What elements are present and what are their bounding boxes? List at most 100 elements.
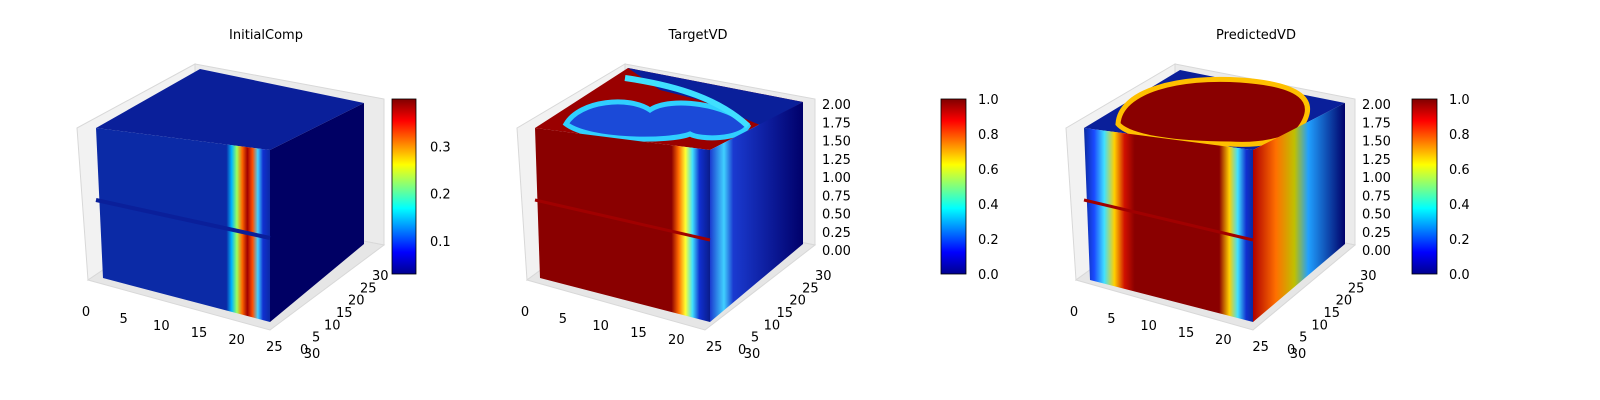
z-tick-label: 1.25 xyxy=(1362,153,1391,168)
z-tick-label: 0.00 xyxy=(822,244,851,259)
voxel-seam xyxy=(95,198,271,240)
voxel-cube xyxy=(534,68,803,322)
colorbar-tick-labels: 0.1 0.2 0.3 xyxy=(430,140,451,250)
z-tick-labels: 0.00 0.25 0.50 0.75 1.00 1.25 1.50 1.75 2.00 xyxy=(822,98,851,259)
colorbar-tick-label: 0.2 xyxy=(430,188,451,203)
voxel-seam xyxy=(1083,198,1254,242)
x-tick-label: 0 xyxy=(82,305,90,320)
x-tick-label: 0 xyxy=(1070,305,1078,320)
voxel-seam xyxy=(534,198,711,242)
z-tick-label: 0.25 xyxy=(1362,226,1391,241)
y-tick-label: 30 xyxy=(372,269,389,284)
z-tick-label: 0.50 xyxy=(1362,208,1391,223)
x-tick-label: 25 xyxy=(706,340,723,355)
voxel-top-arc xyxy=(624,75,751,129)
colorbar-tick-label: 0.2 xyxy=(978,233,999,248)
x-tick-label: 30 xyxy=(744,347,761,362)
y-tick-label: 30 xyxy=(1360,269,1377,284)
x-tick-label: 15 xyxy=(191,326,208,341)
chart-title-targetvd: TargetVD xyxy=(667,28,727,43)
y-tick-label: 15 xyxy=(336,306,353,321)
colorbar-targetvd: 0.0 0.2 0.4 0.6 0.8 1.0 xyxy=(940,93,999,283)
colorbar-tick-labels: 0.0 0.2 0.4 0.6 0.8 1.0 xyxy=(978,93,999,283)
y-tick-label: 15 xyxy=(1324,306,1341,321)
z-tick-label: 0.75 xyxy=(1362,189,1391,204)
x-tick-label: 15 xyxy=(630,326,647,341)
colorbar-tick-label: 0.3 xyxy=(430,140,451,155)
colorbar-predictedvd: 0.0 0.2 0.4 0.6 0.8 1.0 xyxy=(1411,93,1470,283)
z-tick-label: 0.00 xyxy=(1362,244,1391,259)
x-tick-label: 10 xyxy=(1140,319,1157,334)
y-tick-label: 15 xyxy=(777,306,794,321)
voxel-cube xyxy=(95,69,364,322)
x-tick-label: 10 xyxy=(153,319,170,334)
colorbar-tick-label: 0.4 xyxy=(978,198,999,213)
y-tick-label: 20 xyxy=(1336,294,1353,309)
voxel-side-face xyxy=(710,102,803,322)
voxel-side-face xyxy=(1253,103,1345,322)
x-tick-label: 20 xyxy=(668,333,685,348)
y-tick-label: 20 xyxy=(789,294,806,309)
x-tick-label: 25 xyxy=(266,340,283,355)
y-tick-label: 5 xyxy=(1299,331,1307,346)
colorbar-initialcomp: 0.1 0.2 0.3 xyxy=(391,98,451,275)
y-tick-label: 25 xyxy=(802,281,819,296)
z-tick-label: 2.00 xyxy=(1362,98,1391,113)
y-tick-label: 25 xyxy=(360,281,377,296)
z-tick-label: 1.00 xyxy=(822,171,851,186)
x-tick-labels: 0 5 10 15 20 25 30 xyxy=(521,305,760,362)
voxel-side-face xyxy=(270,103,364,322)
voxel-top-pattern xyxy=(628,68,803,125)
z-tick-label: 1.75 xyxy=(1362,116,1391,131)
x-tick-label: 20 xyxy=(1215,333,1232,348)
colorbar-tick-label: 0.6 xyxy=(978,163,999,178)
z-tick-label: 1.75 xyxy=(822,116,851,131)
y-tick-label: 10 xyxy=(324,318,341,333)
y-tick-label: 25 xyxy=(1348,281,1365,296)
voxel-top-blob xyxy=(1115,76,1310,147)
z-tick-labels: 0.00 0.25 0.50 0.75 1.00 1.25 1.50 1.75 2.00 xyxy=(1362,98,1391,259)
chart-title-predictedvd: PredictedVD xyxy=(1216,28,1296,43)
colorbar-tick-label: 0.0 xyxy=(978,268,999,283)
x-tick-label: 5 xyxy=(1107,312,1115,327)
z-tick-label: 1.00 xyxy=(1362,171,1391,186)
y-tick-label: 0 xyxy=(1287,343,1295,358)
y-tick-label: 10 xyxy=(764,318,781,333)
x-tick-label: 30 xyxy=(304,347,321,362)
x-tick-label: 5 xyxy=(559,312,567,327)
y-tick-label: 5 xyxy=(751,331,759,346)
voxel-top-face xyxy=(96,69,364,150)
x-tick-label: 0 xyxy=(521,305,529,320)
z-tick-label: 1.50 xyxy=(822,135,851,150)
x-tick-label: 30 xyxy=(1290,347,1307,362)
x-tick-label: 15 xyxy=(1178,326,1195,341)
voxel-front-face xyxy=(96,128,270,322)
voxel-front-face xyxy=(535,128,710,322)
y-tick-label: 20 xyxy=(348,294,365,309)
z-tick-label: 1.25 xyxy=(822,153,851,168)
y-tick-label: 0 xyxy=(300,343,308,358)
x-tick-labels: 0 5 10 15 20 25 30 xyxy=(82,305,320,362)
y-tick-label: 0 xyxy=(738,343,746,358)
z-tick-label: 0.25 xyxy=(822,226,851,241)
colorbar-bar xyxy=(940,98,967,275)
x-tick-label: 25 xyxy=(1252,340,1269,355)
voxel-front-face xyxy=(1084,128,1253,322)
colorbar-tick-label: 0.1 xyxy=(430,235,451,250)
y-tick-label: 5 xyxy=(312,331,320,346)
y-tick-label: 30 xyxy=(815,269,832,284)
x-tick-label: 20 xyxy=(228,333,245,348)
colorbar-tick-label: 0.0 xyxy=(1449,268,1470,283)
colorbar-tick-labels: 0.0 0.2 0.4 0.6 0.8 1.0 xyxy=(1449,93,1470,283)
colorbar-tick-label: 1.0 xyxy=(1449,93,1470,108)
colorbar-tick-label: 0.6 xyxy=(1449,163,1470,178)
x-tick-labels: 0 5 10 15 20 25 30 xyxy=(1070,305,1306,362)
y-tick-label: 10 xyxy=(1311,318,1328,333)
colorbar-tick-label: 0.8 xyxy=(1449,128,1470,143)
